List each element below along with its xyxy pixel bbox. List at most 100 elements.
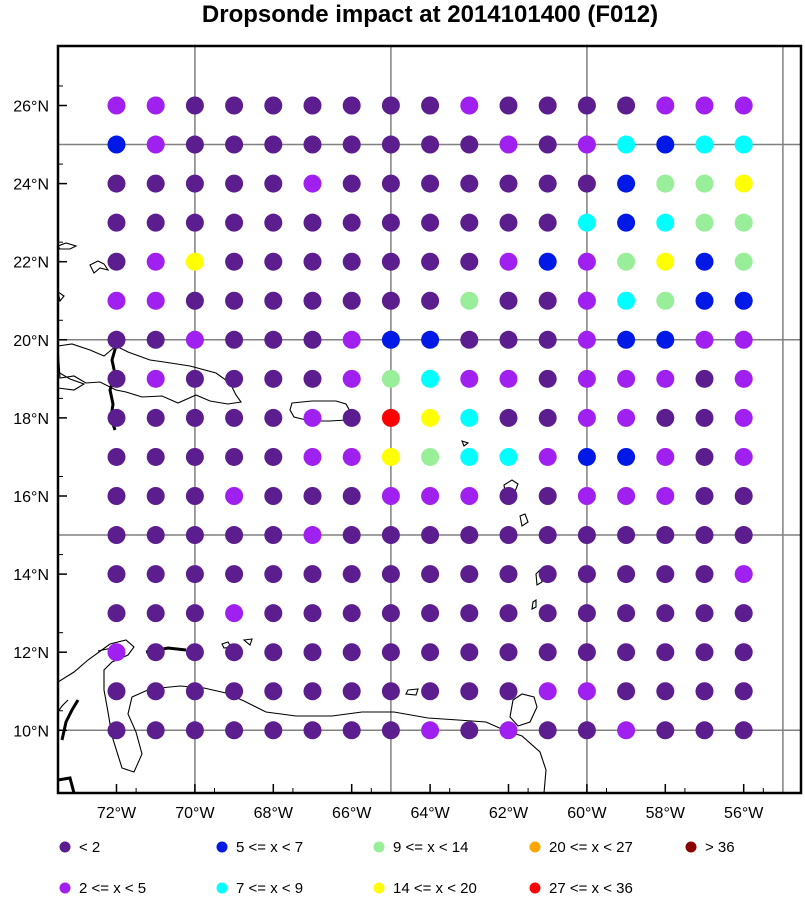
impact-marker [107,565,126,584]
impact-marker [185,447,204,466]
y-tick-label: 26°N [13,99,49,116]
impact-marker [381,721,400,740]
impact-marker [381,213,400,232]
impact-marker [460,526,479,545]
impact-marker [538,330,557,349]
x-tick-label: 70°W [175,805,215,822]
y-tick-label: 22°N [13,255,49,272]
impact-marker [617,643,636,662]
legend-swatch-c6 [373,882,385,894]
impact-marker [538,96,557,115]
impact-marker [185,408,204,427]
impact-marker [617,487,636,505]
impact-marker [107,252,126,271]
impact-marker [264,135,283,154]
impact-marker [577,252,596,271]
impact-marker [342,96,361,115]
impact-marker [617,408,636,427]
coastline-islet-4 [461,440,470,447]
impact-marker [421,526,440,545]
impact-marker [734,213,753,232]
impact-marker [342,291,361,310]
impact-marker [460,408,479,427]
impact-marker [734,643,753,662]
impact-marker [499,526,518,545]
impact-marker [225,213,244,232]
impact-marker [303,682,322,701]
impact-marker [617,291,636,310]
impact-marker [577,447,596,466]
impact-marker [381,682,400,701]
impact-marker [225,526,244,545]
impact-marker [656,96,675,115]
y-tick-label: 20°N [13,333,49,350]
impact-marker [695,96,714,115]
impact-marker [577,135,596,154]
impact-marker [656,330,675,349]
impact-marker [695,291,714,310]
legend-label-c5: 9 <= x < 14 [393,839,468,856]
impact-marker [264,252,283,271]
coastline-trinidad [509,693,538,727]
impact-marker [146,643,165,662]
impact-marker [695,682,714,701]
y-tick-label: 12°N [13,645,49,662]
impact-marker [146,330,165,349]
impact-marker [146,96,165,115]
impact-marker [734,721,753,740]
impact-marker [342,135,361,154]
y-tick-label: 16°N [13,489,49,506]
impact-marker [107,604,126,623]
impact-marker [695,330,714,349]
impact-marker [617,447,636,466]
impact-marker [185,291,204,310]
impact-marker [734,330,753,349]
impact-marker [264,291,283,310]
impact-marker [656,682,675,701]
impact-marker [421,96,440,115]
impact-marker [303,565,322,584]
impact-marker [381,135,400,154]
impact-marker [656,135,675,154]
impact-marker [185,369,204,388]
impact-marker [264,721,283,740]
legend-label-c7: 20 <= x < 27 [549,839,633,856]
impact-marker [264,604,283,623]
impact-marker [146,369,165,388]
impact-marker [695,565,714,584]
impact-marker [695,487,714,505]
impact-marker [381,330,400,349]
impact-marker [577,487,596,505]
impact-marker [303,174,322,193]
impact-marker [695,643,714,662]
impact-marker [107,408,126,427]
impact-marker [225,447,244,466]
coastline-islet-12 [242,638,253,646]
impact-marker [656,291,675,310]
impact-marker [264,526,283,545]
impact-marker [146,604,165,623]
impact-marker [617,682,636,701]
impact-marker [656,369,675,388]
coastline-islet-9 [531,598,537,610]
impact-marker [107,369,126,388]
impact-marker [734,135,753,154]
impact-marker [577,213,596,232]
impact-marker [185,174,204,193]
coastline-islet-13 [405,688,419,696]
impact-marker [577,96,596,115]
impact-marker [342,213,361,232]
impact-marker [499,96,518,115]
impact-marker [617,369,636,388]
y-axis: 26°N 24°N 22°N 20°N 18°N 16°N 14°N 12°N 10°N [13,85,67,740]
impact-marker [185,682,204,701]
impact-marker [381,174,400,193]
impact-marker [107,213,126,232]
impact-marker [303,487,322,505]
impact-marker [421,487,440,505]
impact-marker [146,682,165,701]
impact-marker [460,565,479,584]
impact-marker [264,174,283,193]
x-tick-label: 64°W [410,805,450,822]
